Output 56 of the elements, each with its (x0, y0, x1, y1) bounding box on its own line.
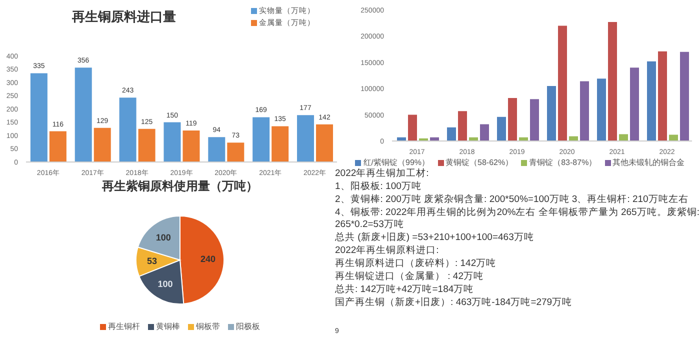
bar (619, 134, 628, 141)
bar (497, 116, 506, 141)
legend-label: 红/紫铜锭（99%） (363, 157, 430, 168)
bar (182, 130, 200, 162)
legend-label: 铜板带 (196, 321, 220, 332)
bar (272, 126, 289, 162)
legend-label: 黄铜锭（58-62%） (446, 157, 514, 168)
bar (74, 68, 92, 162)
text: 国产再生铜（新废+旧废）: 463万吨-184万吨=279万吨 (335, 297, 574, 309)
bar (647, 61, 656, 141)
bar (458, 111, 467, 141)
bar (680, 52, 689, 141)
legend-label: 其他未锻轧的铜合金 (612, 157, 685, 168)
data-label: 53 (147, 256, 158, 266)
chart-title: 再生紫铜原料使用量（万吨） (101, 178, 259, 195)
text: 2022年再生铜加工材: (335, 168, 430, 180)
bar (138, 128, 156, 162)
text: 2022年再生铜原料进口: (335, 245, 440, 257)
bar (30, 73, 48, 162)
text: 总共 (新废+旧废) =53+210+100+100=463万吨 (335, 232, 535, 244)
bar (316, 124, 334, 162)
text: 再生铜原料进口（废碎料）: 142万吨 (335, 258, 498, 270)
bar (580, 81, 589, 141)
bar (547, 86, 556, 141)
text: 1、阳极板: 100万吨 (335, 181, 422, 193)
chart-title: 再生铜原料进口量 (71, 8, 178, 26)
data-label: 100 (156, 232, 171, 242)
text: 4、铜板带: 2022年用再生铜的比例为20%左右 全年铜板带产量为 265万吨。废紫铜: 265*0.2=53万吨 (335, 207, 700, 231)
bar (164, 122, 181, 162)
bar (447, 127, 456, 141)
bar (508, 98, 517, 141)
bar (408, 114, 417, 141)
legend-label: 黄铜棒 (156, 321, 180, 332)
bar (49, 131, 66, 162)
bar (208, 137, 226, 162)
bar (252, 117, 270, 162)
bar (597, 78, 606, 141)
legend-label: 阳极板 (236, 321, 260, 332)
text: 再生铜锭进口（金属量） : 42万吨 (335, 271, 484, 283)
bar (530, 99, 539, 141)
legend-label: 再生铜杆 (108, 321, 140, 332)
legend-label: 青铜锭（83-87%） (529, 157, 597, 168)
data-label: 240 (200, 254, 216, 264)
bar (630, 68, 639, 141)
bar (558, 26, 567, 141)
bar (669, 134, 678, 141)
bar (658, 51, 667, 141)
bar (480, 124, 489, 141)
bar (94, 128, 111, 162)
text: 2、黄铜棒: 200万吨 废紫杂铜含量: 200*50%=100万吨 3、再生铜杆: 210万吨左右 (335, 194, 690, 206)
bar (227, 142, 244, 162)
bar (608, 22, 617, 141)
text: 总共: 142万吨+42万吨=184万吨 (335, 284, 475, 296)
bar (297, 115, 314, 162)
data-label: 100 (158, 278, 173, 289)
bar (119, 98, 136, 162)
